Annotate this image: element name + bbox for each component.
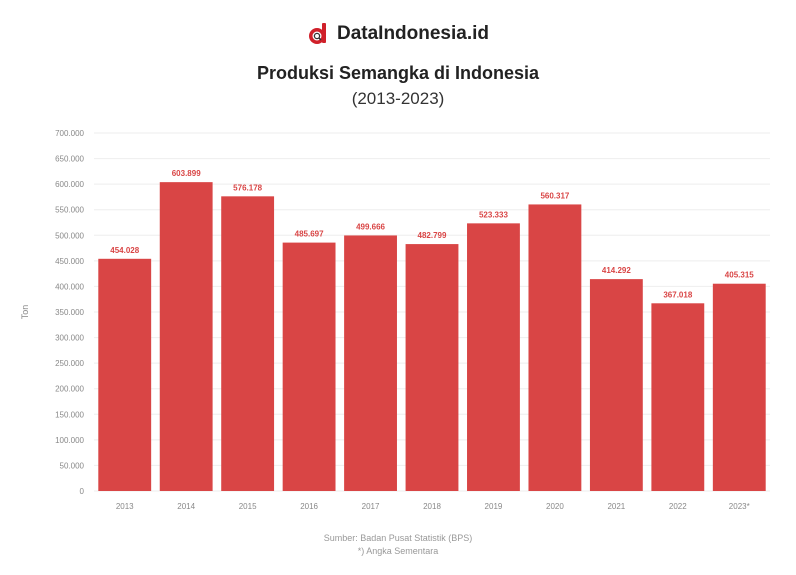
- y-tick-label: 500.000: [55, 231, 84, 240]
- bar-2023: [712, 283, 766, 491]
- y-tick-label: 100.000: [55, 436, 84, 445]
- data-label: 405.315: [725, 271, 754, 280]
- bar-2016: [282, 242, 336, 491]
- data-label: 499.666: [356, 222, 385, 231]
- y-tick-label: 150.000: [55, 410, 84, 419]
- data-label: 485.697: [295, 230, 324, 239]
- data-label: 576.178: [233, 183, 262, 192]
- brand-header: DataIndonesia.id: [0, 22, 796, 46]
- bar-2014: [159, 182, 213, 491]
- y-tick-label: 50.000: [60, 461, 85, 470]
- y-tick-label: 200.000: [55, 385, 84, 394]
- y-tick-label: 600.000: [55, 180, 84, 189]
- data-label: 482.799: [418, 231, 447, 240]
- y-tick-label: 300.000: [55, 334, 84, 343]
- data-label: 560.317: [540, 191, 569, 200]
- bar-2021: [589, 279, 643, 491]
- bar-2015: [221, 196, 275, 491]
- data-label: 367.018: [663, 290, 692, 299]
- chart-title: Produksi Semangka di Indonesia: [256, 63, 540, 83]
- brand-name: DataIndonesia.id: [336, 23, 490, 44]
- x-tick-label: 2019: [485, 502, 503, 511]
- bar-2018: [405, 244, 459, 491]
- y-tick-label: 650.000: [55, 155, 84, 164]
- x-tick-label: 2016: [300, 502, 318, 511]
- x-tick-label: 2022: [669, 502, 687, 511]
- y-tick-label: 400.000: [55, 282, 84, 291]
- provisional-note: *) Angka Sementara: [357, 546, 439, 556]
- bar-2020: [528, 204, 582, 492]
- bar-2017: [344, 235, 397, 491]
- x-tick-label: 2021: [607, 502, 625, 511]
- y-axis-label: Ton: [20, 305, 30, 320]
- bar-chart: 0 50.000 100.000 150.000 200.000 250.000 300.0…: [20, 129, 770, 511]
- y-tick-label: 700.000: [55, 129, 84, 138]
- chart-subtitle: (2013-2023): [351, 89, 445, 108]
- y-tick-label: 550.000: [55, 206, 84, 215]
- x-tick-label: 2018: [423, 502, 441, 511]
- x-tick-label: 2023*: [729, 502, 750, 511]
- x-tick-label: 2014: [177, 502, 195, 511]
- data-label: 414.292: [602, 266, 631, 275]
- x-tick-label: 2015: [239, 502, 257, 511]
- source-note: Sumber: Badan Pusat Statistik (BPS): [323, 533, 473, 543]
- bar-2022: [651, 303, 705, 491]
- x-tick-label: 2013: [116, 502, 134, 511]
- y-tick-label: 250.000: [55, 359, 84, 368]
- data-label: 454.028: [110, 246, 139, 255]
- data-label: 523.333: [479, 210, 508, 219]
- data-label: 603.899: [172, 169, 201, 178]
- bar-2019: [467, 223, 520, 492]
- y-tick-label: 350.000: [55, 308, 84, 317]
- dataindonesia-logo-icon: [308, 23, 326, 44]
- chart-footer: Sumber: Badan Pusat Statistik (BPS) *) A…: [0, 532, 796, 558]
- y-tick-label: 0: [80, 487, 85, 496]
- x-tick-label: 2020: [546, 502, 564, 511]
- x-tick-label: 2017: [362, 502, 380, 511]
- y-tick-label: 450.000: [55, 257, 84, 266]
- bar-2013: [98, 258, 152, 491]
